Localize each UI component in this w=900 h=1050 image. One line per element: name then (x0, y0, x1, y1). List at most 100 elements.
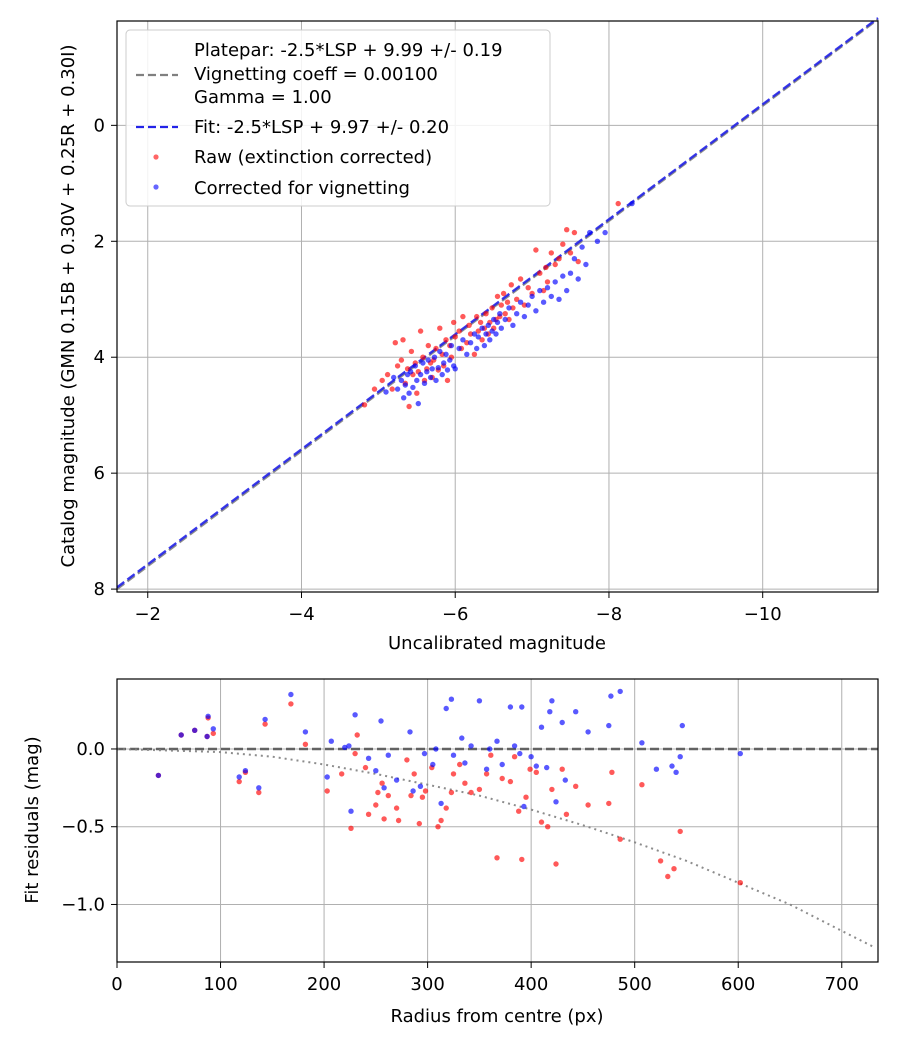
raw-point (494, 293, 501, 300)
corrected-point (494, 319, 501, 326)
raw-point (371, 386, 378, 392)
raw-point (373, 802, 379, 808)
corrected-point (398, 377, 405, 384)
raw-point (519, 856, 525, 863)
raw-point (506, 316, 512, 323)
corrected-point (564, 287, 570, 294)
raw-point (517, 276, 524, 282)
raw-point (523, 794, 529, 800)
raw-point (420, 354, 426, 360)
corrected-point (677, 754, 683, 760)
corrected-point (528, 754, 534, 760)
raw-point (471, 351, 478, 357)
corrected-point (433, 377, 439, 384)
corrected-point (474, 345, 480, 352)
corrected-point (447, 357, 453, 363)
raw-point (556, 256, 562, 262)
corrected-point (529, 293, 535, 300)
corrected-point (407, 369, 414, 375)
raw-point (511, 754, 518, 760)
corrected-point (489, 328, 495, 334)
bottom-panel: 0 100 200 300 400 500 600 700 0.0 −0.5 −1.0 Radiu… (22, 678, 879, 1027)
raw-point (538, 819, 545, 825)
raw-point (665, 873, 671, 880)
corrected-point (205, 713, 211, 719)
corrected-point (456, 345, 462, 352)
corrected-point (421, 750, 428, 757)
corrected-point (511, 743, 518, 749)
raw-point (563, 811, 570, 817)
corrected-point (487, 337, 493, 343)
raw-point (451, 319, 457, 326)
raw-point (540, 287, 547, 294)
corrected-point (192, 727, 198, 733)
corrected-point (467, 340, 474, 346)
raw-point (525, 285, 531, 291)
corrected-point (346, 743, 352, 749)
corrected-point (606, 722, 612, 729)
raw-point (544, 279, 551, 285)
corrected-point (417, 783, 424, 789)
corrected-point (443, 705, 449, 712)
corrected-point (435, 365, 441, 371)
raw-point (361, 402, 368, 408)
corrected-point (494, 738, 500, 744)
corrected-point (433, 746, 439, 752)
raw-point (479, 337, 485, 343)
corrected-point (562, 777, 568, 783)
corrected-point (544, 285, 551, 291)
x-tick-label: 400 (514, 974, 548, 995)
raw-point (474, 313, 480, 320)
raw-point (533, 769, 539, 775)
corrected-point (507, 704, 514, 710)
raw-point (468, 789, 474, 796)
raw-point (408, 348, 415, 355)
corrected-point (324, 774, 330, 780)
raw-point (302, 741, 309, 747)
corrected-point (464, 351, 470, 357)
bottom-y-ticks: 0.0 −0.5 −1.0 (61, 739, 117, 915)
raw-point (324, 788, 330, 794)
corrected-point (537, 287, 543, 294)
legend: Platepar: -2.5*LSP + 9.99 +/- 0.19 Vigne… (125, 29, 551, 207)
top-x-ticks: −2 −4 −6 −8 −10 (134, 592, 782, 625)
raw-point (609, 769, 615, 775)
corrected-point (407, 729, 413, 735)
raw-point (375, 789, 381, 796)
corrected-point (410, 788, 416, 794)
corrected-point (410, 384, 416, 391)
corrected-point (737, 750, 743, 757)
bottom-points (155, 688, 743, 886)
x-tick-label: −10 (744, 604, 782, 625)
corrected-point (414, 377, 420, 384)
corrected-point (429, 366, 435, 372)
legend-corrected-label: Corrected for vignetting (194, 178, 410, 199)
raw-point (521, 302, 528, 308)
corrected-point (491, 316, 497, 323)
raw-point (400, 337, 406, 343)
corrected-point (559, 719, 565, 726)
raw-point (339, 771, 345, 777)
corrected-point (302, 729, 309, 735)
raw-point (548, 250, 554, 256)
x-tick-label: −4 (288, 604, 315, 625)
raw-point (483, 311, 489, 317)
raw-point (467, 331, 474, 337)
x-tick-label: 700 (825, 974, 859, 995)
corrected-point (476, 698, 483, 704)
corrected-point (573, 709, 579, 715)
corrected-point (210, 726, 216, 732)
raw-point (443, 805, 449, 811)
corrected-point (571, 256, 578, 262)
bottom-plot-background (117, 679, 878, 962)
raw-point (466, 322, 472, 328)
corrected-point (587, 229, 593, 236)
raw-point (573, 783, 579, 789)
bottom-lines (116, 747, 878, 948)
raw-point (457, 761, 463, 768)
raw-point (483, 771, 490, 777)
legend-raw-marker (153, 154, 159, 160)
raw-point (571, 229, 578, 236)
raw-point (389, 386, 395, 392)
corrected-point (519, 704, 525, 710)
